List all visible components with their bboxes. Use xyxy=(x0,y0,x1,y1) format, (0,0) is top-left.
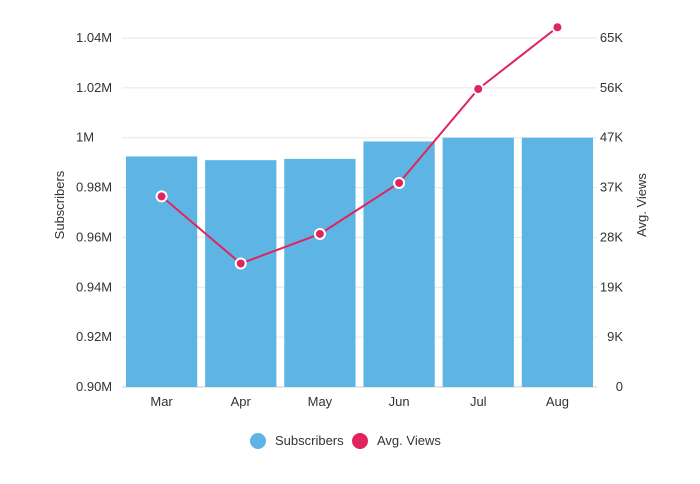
x-tick-label: Apr xyxy=(231,394,252,409)
x-axis: Mar Apr May Jun Jul Aug xyxy=(150,394,569,409)
y-right-tick-label: 56K xyxy=(600,80,623,95)
legend: Subscribers Avg. Views xyxy=(250,433,441,449)
y-right-tick-label: 28K xyxy=(600,229,623,244)
y-left-tick-label: 1.04M xyxy=(76,30,112,45)
y-axis-right: 0 9K 19K 28K 37K 47K 56K 65K xyxy=(600,30,623,394)
x-tick-label: Aug xyxy=(546,394,569,409)
y-left-tick-label: 0.90M xyxy=(76,379,112,394)
point-avg-views[interactable] xyxy=(551,21,564,34)
legend-swatch-subscribers xyxy=(250,433,266,449)
y-left-tick-label: 1.02M xyxy=(76,80,112,95)
y-right-tick-label: 0 xyxy=(616,379,623,394)
y-axis-left-title: Subscribers xyxy=(52,170,67,239)
y-left-tick-label: 1M xyxy=(76,130,94,145)
legend-item-subscribers[interactable]: Subscribers xyxy=(250,433,344,449)
bar-subscribers[interactable] xyxy=(442,137,514,387)
legend-swatch-avg-views xyxy=(352,433,368,449)
x-tick-label: Jun xyxy=(389,394,410,409)
y-right-tick-label: 37K xyxy=(600,180,623,195)
x-tick-label: Mar xyxy=(150,394,173,409)
bars xyxy=(125,137,594,387)
line-series xyxy=(155,21,564,270)
y-right-tick-label: 19K xyxy=(600,279,623,294)
point-avg-views[interactable] xyxy=(155,190,168,203)
legend-label-avg-views: Avg. Views xyxy=(377,433,441,448)
point-avg-views[interactable] xyxy=(234,257,247,270)
y-right-tick-label: 47K xyxy=(600,130,623,145)
y-axis-left: 0.90M 0.92M 0.94M 0.96M 0.98M 1M 1.02M 1.04M xyxy=(76,30,112,394)
y-left-tick-label: 0.94M xyxy=(76,279,112,294)
point-avg-views[interactable] xyxy=(313,227,326,240)
line-avg-views xyxy=(160,26,559,265)
bar-subscribers[interactable] xyxy=(284,158,356,387)
point-avg-views[interactable] xyxy=(393,176,406,189)
legend-item-avg-views[interactable]: Avg. Views xyxy=(352,433,441,449)
y-left-tick-label: 0.92M xyxy=(76,329,112,344)
x-tick-label: May xyxy=(308,394,333,409)
legend-label-subscribers: Subscribers xyxy=(275,433,344,448)
y-axis-right-title: Avg. Views xyxy=(634,173,649,237)
y-left-tick-label: 0.96M xyxy=(76,229,112,244)
bar-subscribers[interactable] xyxy=(521,137,594,387)
grid xyxy=(122,37,597,388)
bar-subscribers[interactable] xyxy=(205,160,277,387)
x-tick-label: Jul xyxy=(470,394,487,409)
y-right-tick-label: 65K xyxy=(600,30,623,45)
y-right-tick-label: 9K xyxy=(607,329,623,344)
point-avg-views[interactable] xyxy=(472,83,485,96)
y-left-tick-label: 0.98M xyxy=(76,180,112,195)
